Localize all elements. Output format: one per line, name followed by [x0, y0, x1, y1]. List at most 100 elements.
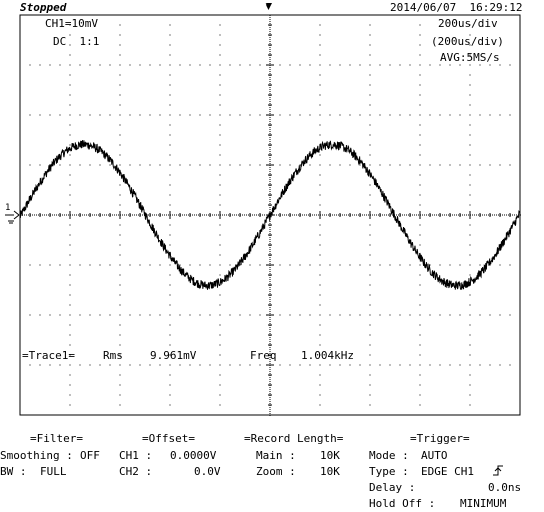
grid-dot [229, 164, 231, 166]
axis-dot [269, 111, 271, 112]
grid-dot [169, 324, 171, 326]
axis-dot [269, 401, 271, 402]
ch1-coupling: DC 1:1 [53, 35, 100, 48]
grid-dot [69, 274, 71, 276]
grid-dot [289, 114, 291, 116]
axis-dot [174, 214, 175, 216]
axis-dot [514, 214, 515, 216]
axis-dot [444, 214, 445, 216]
grid-dot [319, 94, 321, 96]
grid-dot [479, 164, 481, 166]
axis-dot [132, 214, 133, 216]
grid-dot [169, 414, 171, 416]
axis-dot [134, 214, 135, 216]
grid-dot [289, 364, 291, 366]
axis-dot [269, 379, 271, 380]
grid-dot [79, 364, 81, 366]
grid-dot [419, 114, 421, 116]
grid-dot [279, 364, 281, 366]
grid-dot [459, 264, 461, 266]
axis-dot [384, 214, 385, 216]
axis-dot [126, 214, 127, 216]
grid-dot [319, 24, 321, 26]
grid-dot [459, 114, 461, 116]
axis-dot [269, 57, 271, 58]
axis-dot [269, 143, 271, 144]
axis-dot [269, 167, 271, 168]
grid-dot [329, 314, 331, 316]
grid-dot [359, 64, 361, 66]
grid-dot [519, 64, 521, 66]
grid-dot [369, 224, 371, 226]
trigger-marker-label: T [263, 1, 269, 11]
timebase-div-alt: (200us/div) [431, 35, 504, 48]
axis-dot [269, 265, 271, 266]
axis-dot [269, 77, 271, 78]
axis-dot [269, 299, 271, 300]
grid-dot [429, 64, 431, 66]
grid-dot [319, 394, 321, 396]
grid-dot [469, 324, 471, 326]
axis-dot [269, 97, 271, 98]
grid-dot [379, 64, 381, 66]
grid-dot [369, 134, 371, 136]
axis-dot [269, 319, 271, 320]
grid-dot [409, 364, 411, 366]
axis-dot [28, 214, 29, 216]
axis-dot [269, 131, 271, 132]
axis-dot [269, 247, 271, 248]
grid-dot [219, 94, 221, 96]
axis-dot [398, 214, 399, 216]
axis-dot [269, 191, 271, 192]
axis-dot [82, 214, 83, 216]
grid-dot [349, 264, 351, 266]
grid-dot [219, 304, 221, 306]
axis-dot [269, 87, 271, 88]
axis-dot [269, 291, 271, 292]
grid-dot [169, 174, 171, 176]
grid-dot [219, 84, 221, 86]
axis-dot [104, 214, 105, 216]
axis-dot [269, 93, 271, 94]
axis-dot [192, 214, 193, 216]
grid-dot [169, 114, 171, 116]
grid-dot [169, 234, 171, 236]
grid-dot [89, 114, 91, 116]
grid-dot [169, 294, 171, 296]
grid-dot [199, 64, 201, 66]
grid-dot [119, 314, 121, 316]
axis-dot [269, 331, 271, 332]
grid-dot [59, 314, 61, 316]
axis-dot [438, 214, 439, 216]
grid-dot [219, 264, 221, 266]
grid-dot [469, 24, 471, 26]
axis-dot [446, 214, 447, 216]
grid-dot [259, 164, 261, 166]
grid-dot [169, 154, 171, 156]
axis-dot [302, 214, 303, 216]
grid-dot [179, 364, 181, 366]
grid-dot [249, 314, 251, 316]
axis-dot [269, 107, 271, 108]
axis-dot [212, 214, 213, 216]
axis-dot [269, 85, 271, 86]
axis-dot [269, 357, 271, 358]
axis-dot [269, 187, 271, 188]
axis-dot [269, 61, 271, 62]
grid-dot [419, 54, 421, 56]
grid-dot [39, 114, 41, 116]
grid-dot [469, 314, 471, 316]
axis-dot [269, 373, 271, 374]
grid-dot [389, 364, 391, 366]
axis-dot [269, 47, 271, 48]
grid-dot [319, 64, 321, 66]
grid-dot [349, 364, 351, 366]
axis-dot [269, 267, 271, 268]
grid-dot [69, 34, 71, 36]
grid-dot [199, 114, 201, 116]
grid-dot [289, 64, 291, 66]
axis-dot [300, 214, 301, 216]
axis-dot [269, 253, 271, 254]
grid-dot [89, 164, 91, 166]
axis-dot [230, 214, 231, 216]
